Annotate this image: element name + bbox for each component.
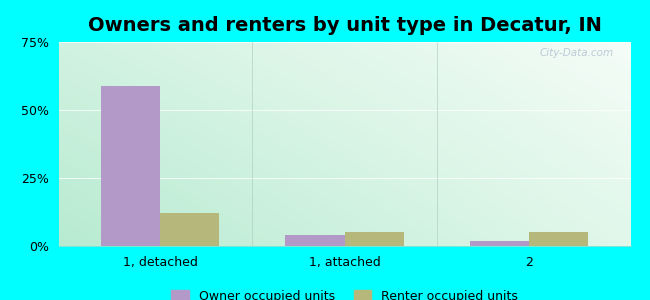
Bar xyxy=(101,85,160,246)
Bar xyxy=(160,213,219,246)
Bar xyxy=(529,232,588,246)
Title: Owners and renters by unit type in Decatur, IN: Owners and renters by unit type in Decat… xyxy=(88,16,601,35)
Legend: Owner occupied units, Renter occupied units: Owner occupied units, Renter occupied un… xyxy=(166,285,523,300)
Bar xyxy=(344,232,404,246)
Text: City-Data.com: City-Data.com xyxy=(540,48,614,58)
Bar xyxy=(285,235,345,246)
Bar xyxy=(470,241,529,246)
